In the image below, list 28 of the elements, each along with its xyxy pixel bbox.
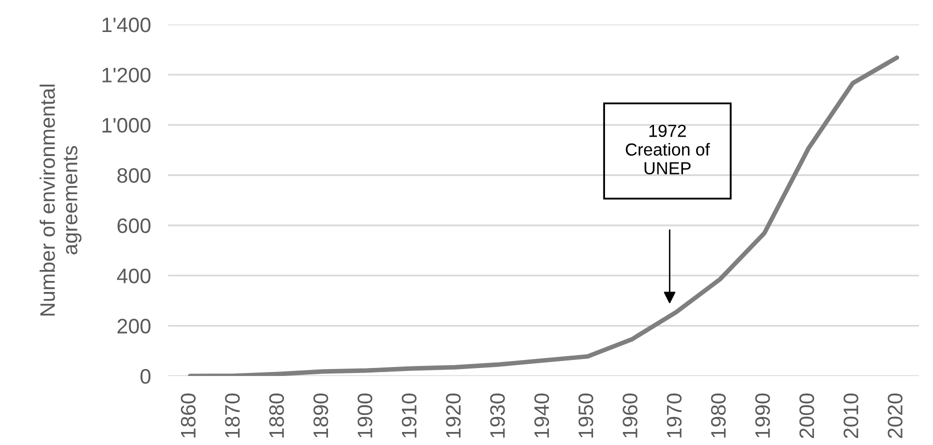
y-tick-label: 200 (118, 318, 150, 334)
x-tick-label: 1960 (622, 394, 638, 438)
x-tick-label: 1920 (446, 394, 461, 438)
x-tick-label: 1910 (402, 394, 417, 438)
y-tick-label: 800 (117, 168, 150, 183)
annotation: 1972 Creation of UNEP (626, 124, 710, 174)
x-tick-label: 1970 (666, 394, 682, 438)
x-tick-label: 1870 (225, 394, 240, 438)
x-tick-label: 2020 (888, 394, 903, 438)
x-tick-label: 1980 (711, 394, 726, 438)
x-tick-label: 1900 (358, 394, 372, 438)
x-tick-label: 2010 (844, 394, 858, 438)
y-tick-label: 600 (118, 218, 150, 234)
y-tick-label: 400 (116, 268, 150, 284)
x-tick-label: 1880 (269, 394, 284, 438)
y-tick-label: 1'400 (102, 17, 150, 32)
x-tick-label: 1890 (313, 394, 328, 438)
y-axis-title: Number of environmental agreements (40, 84, 82, 316)
x-tick-label: 1990 (755, 394, 770, 438)
y-tick-label: 0 (140, 369, 150, 384)
x-tick-label: 1940 (534, 394, 550, 438)
y-tick-label: 1'000 (102, 118, 150, 133)
line-series (188, 55, 900, 376)
y-tick-label: 1'200 (102, 68, 150, 82)
x-tick-label: 1860 (180, 394, 196, 438)
x-tick-label: 2000 (799, 394, 814, 438)
x-tick-label: 1930 (490, 394, 505, 438)
x-tick-label: 1950 (578, 394, 594, 438)
